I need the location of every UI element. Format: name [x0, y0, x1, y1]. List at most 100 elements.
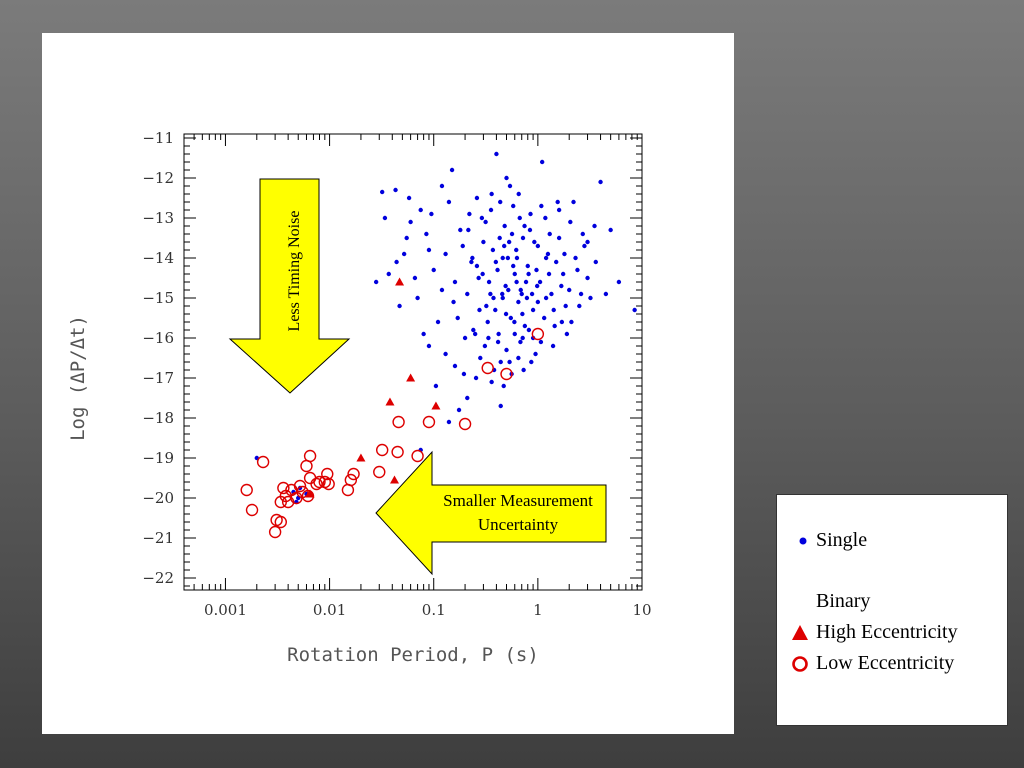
- y-axis-label: Log (ΔP/Δt): [67, 315, 89, 441]
- single-point: [415, 295, 420, 301]
- single-point: [474, 263, 480, 269]
- low-eccentricity-point: [277, 481, 290, 495]
- high-eccentricity-point: [389, 475, 399, 484]
- single-point: [501, 243, 507, 249]
- single-point: [507, 183, 513, 189]
- single-point: [535, 299, 541, 305]
- single-point: [491, 295, 496, 301]
- low-eccentricity-point: [347, 467, 360, 481]
- low-eccentricity-point: [341, 483, 355, 497]
- single-point: [598, 179, 603, 185]
- single-point: [533, 351, 538, 357]
- single-point: [379, 189, 385, 195]
- low-eccentricity-point: [500, 367, 513, 381]
- single-point: [446, 419, 452, 425]
- single-point: [512, 319, 517, 325]
- single-point: [508, 315, 514, 321]
- single-point: [460, 243, 465, 249]
- smaller-measurement-annotation: Smaller Measurement Uncertainty: [375, 450, 607, 576]
- single-point: [483, 219, 488, 225]
- y-tick-label: −20: [142, 489, 174, 507]
- low-eccentricity-point: [458, 417, 472, 431]
- single-point: [431, 267, 436, 273]
- single-point: [512, 271, 517, 277]
- single-point: [496, 331, 501, 337]
- single-point: [503, 283, 508, 289]
- legend-binary-label: Binary: [816, 590, 871, 612]
- single-point: [485, 319, 490, 325]
- plot-frame: [183, 133, 643, 591]
- single-point: [550, 343, 556, 349]
- single-point: [500, 291, 505, 297]
- single-point: [523, 279, 529, 285]
- chart-panel: −11 −12 −13 −14 −15 −16 −17 −18 −19 −20 −21 −22 0.00…: [42, 33, 734, 734]
- single-point: [397, 303, 402, 309]
- low-eccentricity-point: [256, 455, 270, 469]
- low-eccentricity-point: [411, 449, 424, 463]
- low-eccentricity-point: [303, 449, 317, 463]
- single-point: [573, 255, 578, 261]
- legend-high-label: High Eccentricity: [816, 621, 958, 643]
- left-arrow-shape: [375, 450, 607, 576]
- low-eccentricity-point: [531, 327, 545, 341]
- single-point: [509, 231, 515, 237]
- x-tick-label: 1: [533, 601, 543, 619]
- single-point: [474, 195, 480, 201]
- low-eccentricity-point: [245, 503, 259, 517]
- single-point: [455, 315, 460, 321]
- single-point: [465, 291, 470, 297]
- single-point: [412, 275, 418, 281]
- y-tick-label: −14: [142, 249, 174, 267]
- low-eccentricity-point: [293, 479, 307, 493]
- y-tick-label: −18: [142, 409, 174, 427]
- single-point: [543, 255, 549, 261]
- single-point: [488, 291, 493, 297]
- smaller-measurement-line2: Uncertainty: [478, 515, 559, 534]
- x-tick-label: 0.01: [313, 601, 346, 619]
- single-point: [522, 323, 528, 329]
- single-point: [456, 407, 462, 413]
- single-point: [543, 295, 549, 301]
- single-point: [404, 235, 409, 241]
- y-tick-label: −11: [142, 129, 174, 147]
- single-point: [553, 259, 559, 265]
- single-point: [547, 231, 552, 237]
- single-point: [449, 167, 455, 173]
- single-point: [567, 287, 572, 293]
- low-eccentricity-point: [322, 477, 335, 491]
- legend: Single Binary High Eccentricity Low Ecce…: [776, 494, 1008, 726]
- high-eccentricity-point: [395, 277, 405, 286]
- legend-low-label: Low Eccentricity: [816, 652, 955, 674]
- single-point: [452, 363, 458, 369]
- single-point: [505, 255, 511, 261]
- low-eccentricity-point: [375, 443, 389, 457]
- y-tick-label: −15: [142, 289, 174, 307]
- single-point: [473, 375, 479, 381]
- single-point: [585, 239, 590, 245]
- single-point: [401, 251, 407, 257]
- single-point: [526, 327, 532, 333]
- single-point: [495, 339, 501, 345]
- single-point: [482, 343, 488, 349]
- single-point: [493, 259, 499, 265]
- single-point: [479, 215, 485, 221]
- single-point: [568, 219, 573, 225]
- single-point: [593, 259, 598, 265]
- single-point: [439, 183, 445, 189]
- single-point: [517, 215, 522, 221]
- single-point: [500, 295, 505, 301]
- low-eccentricity-point: [373, 465, 386, 479]
- high-eccentricity-point: [385, 397, 395, 406]
- single-point: [476, 275, 481, 281]
- y-tick-label: −13: [142, 209, 174, 227]
- single-point: [569, 319, 574, 325]
- y-tick-label: −19: [142, 449, 174, 467]
- single-point: [472, 331, 478, 337]
- single-point: [466, 227, 471, 233]
- single-point: [498, 359, 503, 365]
- single-point: [524, 295, 530, 301]
- single-point: [527, 227, 533, 233]
- single-point: [393, 187, 398, 193]
- single-point: [616, 279, 622, 285]
- single-point: [535, 243, 541, 249]
